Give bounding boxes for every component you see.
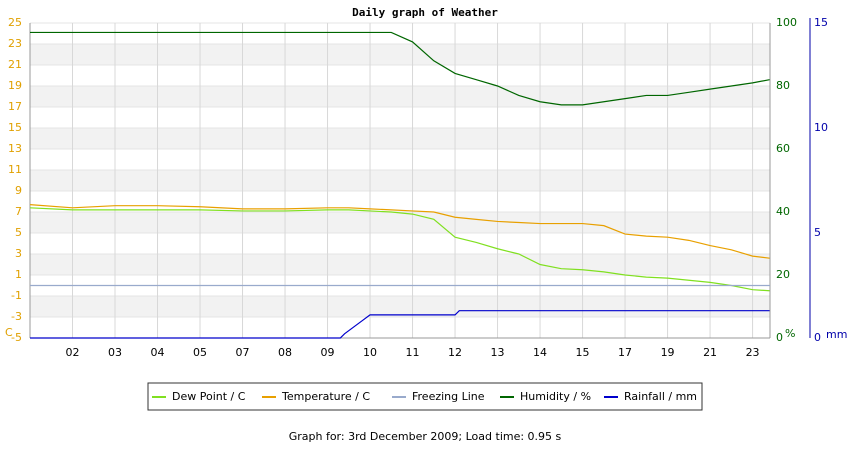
x-tick-label: 03 xyxy=(108,346,122,359)
grid-band xyxy=(30,296,770,317)
legend-box xyxy=(147,382,703,411)
legend-label: Humidity / % xyxy=(520,390,591,403)
grid-band xyxy=(30,170,770,191)
y2-tick-label: 80 xyxy=(776,79,790,92)
legend-label: Dew Point / C xyxy=(172,390,246,403)
y2-tick-label: 60 xyxy=(776,142,790,155)
y-tick-label: 11 xyxy=(8,163,22,176)
grid-band xyxy=(30,128,770,149)
x-tick-label: 17 xyxy=(618,346,632,359)
y-tick-label: 5 xyxy=(15,226,22,239)
x-tick-label: 02 xyxy=(66,346,80,359)
x-tick-label: 23 xyxy=(746,346,760,359)
y-tick-label: -1 xyxy=(11,289,22,302)
x-tick-label: 13 xyxy=(491,346,505,359)
legend-label: Freezing Line xyxy=(412,390,485,403)
x-tick-label: 05 xyxy=(193,346,207,359)
x-tick-label: 14 xyxy=(533,346,547,359)
y3-tick-label: 5 xyxy=(814,226,821,239)
y-tick-label: 19 xyxy=(8,79,22,92)
y2-tick-label: 40 xyxy=(776,205,790,218)
x-tick-label: 10 xyxy=(363,346,377,359)
legend-label: Rainfall / mm xyxy=(624,390,697,403)
y-tick-label: 21 xyxy=(8,58,22,71)
series-line xyxy=(30,31,770,106)
grid-band xyxy=(30,44,770,65)
y-tick-label: 9 xyxy=(15,184,22,197)
y-tick-label: 17 xyxy=(8,100,22,113)
x-tick-label: 11 xyxy=(406,346,420,359)
y-tick-label: 7 xyxy=(15,205,22,218)
y-tick-label: 15 xyxy=(8,121,22,134)
y3-tick-label: 0 xyxy=(814,331,821,344)
y-tick-label: 1 xyxy=(15,268,22,281)
x-tick-label: 15 xyxy=(576,346,590,359)
y3-tick-label: 15 xyxy=(814,16,828,29)
y3-axis-unit: mm xyxy=(826,328,847,341)
series-line xyxy=(29,204,770,259)
footer: Graph for: 3rd December 2009; Load time:… xyxy=(289,430,562,443)
y2-axis-unit: % xyxy=(785,327,795,340)
x-tick-label: 21 xyxy=(703,346,717,359)
x-tick-label: 04 xyxy=(151,346,165,359)
series-line xyxy=(29,207,770,292)
y-tick-label: 13 xyxy=(8,142,22,155)
grid-band xyxy=(30,212,770,233)
y2-tick-label: 0 xyxy=(776,331,783,344)
grid-band xyxy=(30,86,770,107)
y-tick-label: 23 xyxy=(8,37,22,50)
y-tick-label: 25 xyxy=(8,16,22,29)
legend-label: Temperature / C xyxy=(281,390,370,403)
y-axis-unit: C xyxy=(5,326,13,339)
x-tick-label: 07 xyxy=(236,346,250,359)
y2-tick-label: 20 xyxy=(776,268,790,281)
series-line xyxy=(30,310,770,339)
x-tick-label: 12 xyxy=(448,346,462,359)
y3-tick-label: 10 xyxy=(814,121,828,134)
grid-band xyxy=(30,254,770,275)
x-tick-label: 19 xyxy=(661,346,675,359)
y-tick-label: -5 xyxy=(11,331,22,344)
y-tick-label: -3 xyxy=(11,310,22,323)
x-tick-label: 08 xyxy=(278,346,292,359)
y2-tick-label: 100 xyxy=(776,16,797,29)
x-tick-label: 09 xyxy=(321,346,335,359)
chart-title: Daily graph of Weather xyxy=(352,6,498,19)
y-tick-label: 3 xyxy=(15,247,22,260)
